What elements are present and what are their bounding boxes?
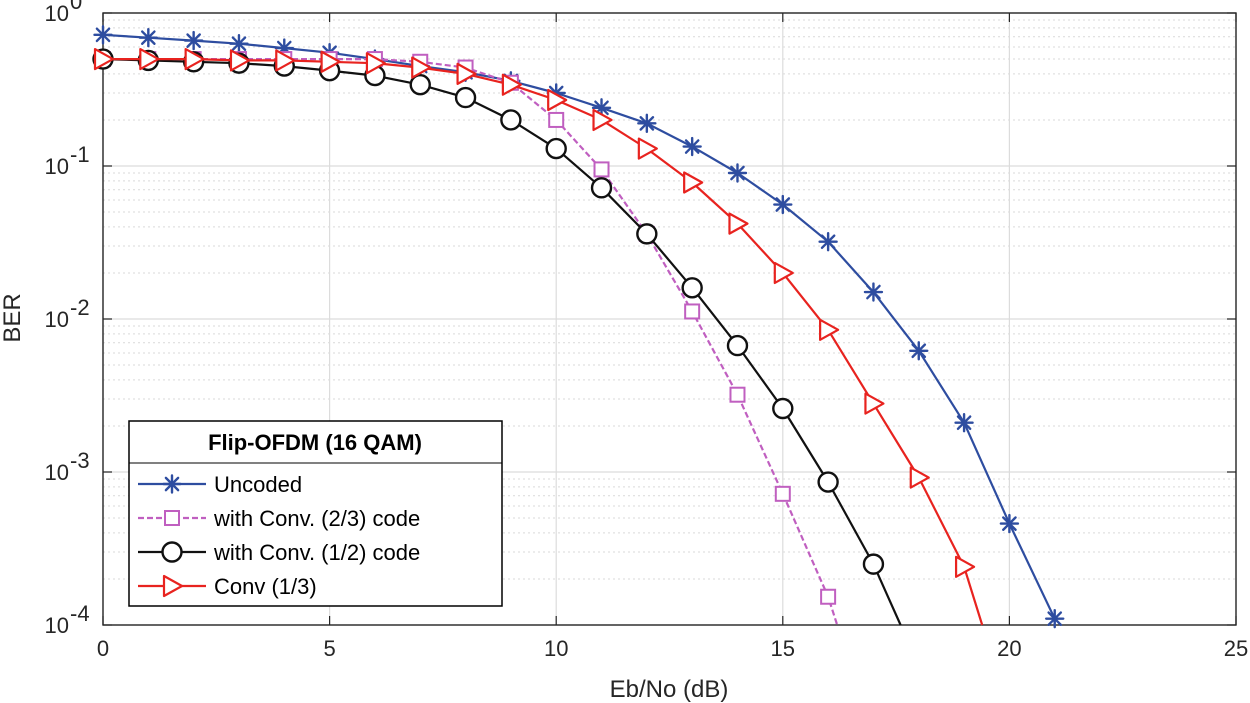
data-point [365,52,387,75]
x-tick-label: 10 [544,636,568,661]
data-point [320,50,341,73]
data-point [184,47,205,71]
legend-marker [162,574,184,598]
legend-entry: with Conv. (1/2) code [138,540,420,565]
data-point [819,318,840,341]
data-point [592,108,613,132]
data-point [773,194,793,215]
data-point [548,111,565,128]
y-tick-label: 10 [45,460,69,485]
legend-entries: Uncoded with Conv. (2/3) code with Conv. (… [138,472,420,599]
y-tick-exponent: 0 [70,0,82,14]
data-point [863,282,884,302]
data-point [773,261,794,285]
y-tick-exponent: -1 [70,142,90,167]
data-point [500,109,522,131]
legend: Flip-OFDM (16 QAM) Uncoded with Conv. (2/… [128,420,503,607]
data-point [93,47,115,71]
data-point [229,34,249,54]
data-point [729,386,746,403]
y-tick-exponent: -3 [70,448,90,473]
data-point [456,62,477,85]
x-tick-label: 0 [97,636,109,661]
legend-label: Uncoded [214,472,302,497]
legend-title: Flip-OFDM (16 QAM) [208,430,422,455]
legend-entry: with Conv. (2/3) code [138,506,420,531]
data-point [818,232,838,252]
data-point [817,471,839,493]
x-tick-label: 25 [1224,636,1248,661]
data-point [772,397,794,420]
series-line [102,33,1056,620]
data-point [275,49,296,72]
data-point [590,177,613,199]
data-point [954,555,976,578]
data-point [864,392,885,415]
legend-label: with Conv. (1/2) code [213,540,420,565]
data-point [409,73,431,96]
data-point [229,49,251,72]
x-tick-label: 20 [997,636,1021,661]
data-point [547,88,568,112]
data-point [411,56,432,79]
data-point [726,334,749,357]
y-tick-label: 10 [45,613,69,638]
data-point [93,25,113,45]
y-tick-exponent: -2 [70,295,90,320]
data-point [545,137,567,160]
x-tick-label: 5 [323,636,335,661]
series-4 [93,47,984,626]
data-point [999,513,1020,534]
legend-box [128,420,503,607]
y-tick-label: 10 [45,307,69,332]
data-point [820,588,837,605]
data-point [593,161,610,178]
data-point [454,86,477,109]
x-tick-label: 15 [771,636,795,661]
data-point [954,413,974,433]
data-point [909,466,930,489]
data-point [684,303,701,320]
data-point [501,73,522,96]
legend-entry: Conv (1/3) [138,574,317,599]
data-point [636,223,658,245]
data-point [728,212,749,235]
data-point [637,137,658,160]
data-point [683,171,704,194]
data-point [183,30,204,51]
legend-label: with Conv. (2/3) code [213,506,420,531]
data-point [774,485,791,502]
y-tick-label: 10 [45,1,69,26]
legend-marker [161,541,183,563]
data-point [681,277,703,299]
y-tick-exponent: -4 [70,601,90,626]
x-axis-label: Eb/No (dB) [610,676,729,703]
data-point [1045,608,1065,629]
data-point [727,163,748,183]
data-point [682,136,702,157]
legend-marker [162,474,182,494]
data-point [139,47,160,71]
series-layer [92,25,1065,629]
legend-entry: Uncoded [138,472,302,497]
data-point [138,27,159,48]
data-point [637,113,657,134]
y-tick-label: 10 [45,154,69,179]
y-axis-label: BER [0,293,26,342]
data-point [909,341,929,361]
legend-marker [164,510,180,526]
legend-label: Conv (1/3) [214,574,317,599]
data-point [862,553,885,575]
